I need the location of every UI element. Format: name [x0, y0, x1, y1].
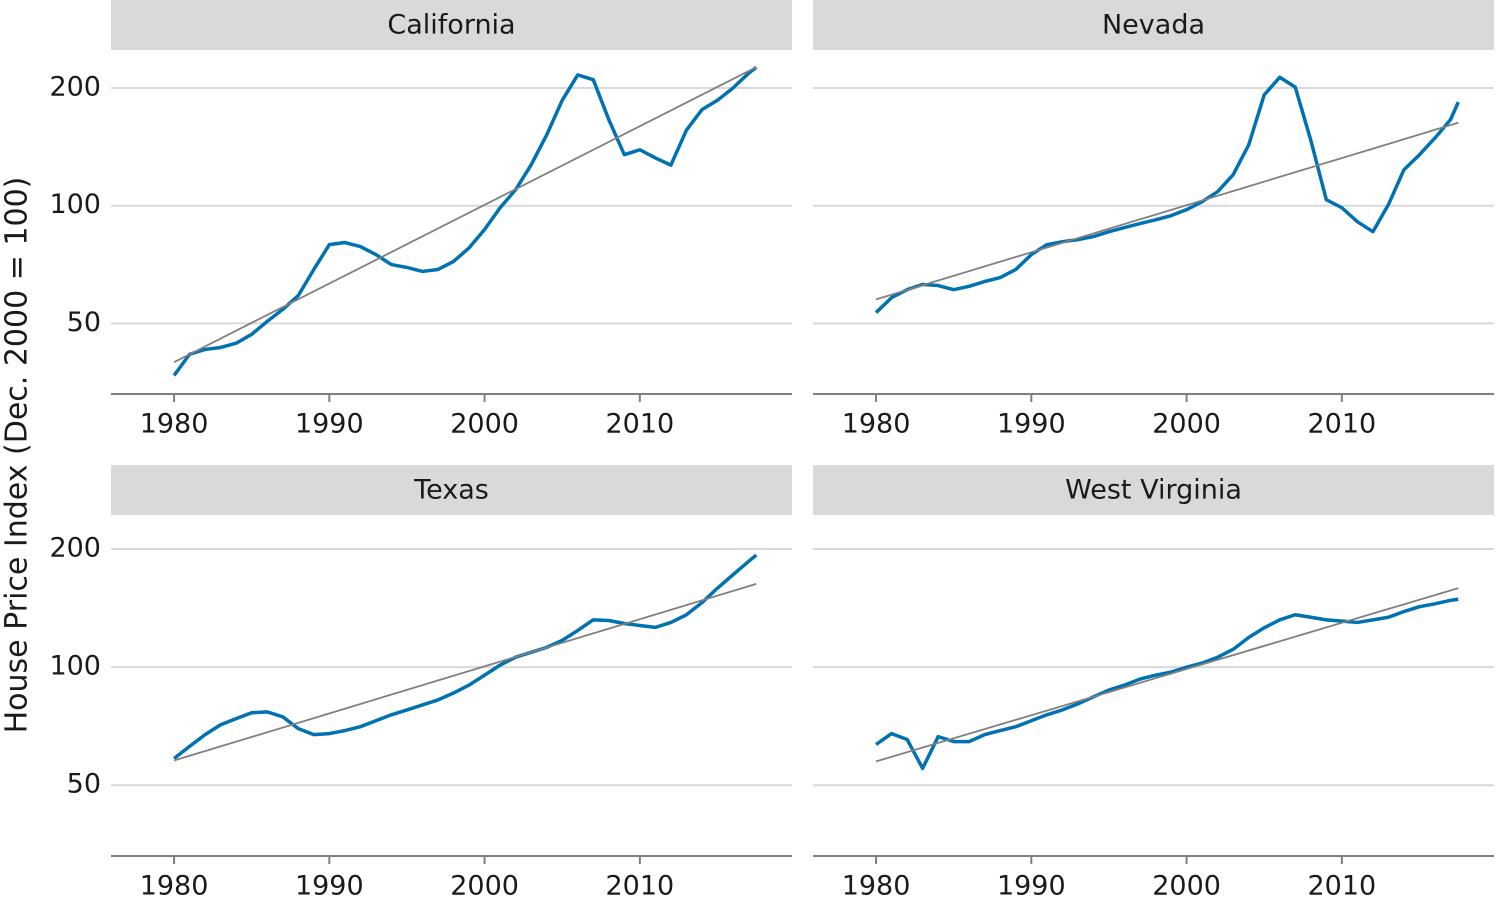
data-line — [172, 553, 758, 760]
y-tick-label: 50 — [67, 307, 101, 338]
facet-strip — [111, 465, 792, 515]
x-tick-label: 2000 — [1152, 871, 1221, 901]
x-tick-label: 2000 — [450, 409, 519, 440]
y-tick-label: 200 — [49, 533, 101, 564]
data-line — [172, 65, 758, 377]
facet-title: California — [387, 10, 515, 41]
x-tick-label: 1990 — [295, 409, 364, 440]
x-tick-label: 1990 — [997, 409, 1066, 440]
x-tick-label: 1990 — [997, 871, 1066, 901]
trend-line — [875, 121, 1459, 301]
y-tick-label: 100 — [49, 189, 101, 220]
facet-title: Texas — [413, 475, 489, 506]
x-tick-label: 1990 — [295, 871, 364, 901]
facet-strip — [813, 0, 1494, 50]
x-tick-label: 1980 — [140, 409, 209, 440]
x-tick-label: 1980 — [842, 871, 911, 901]
data-line — [875, 597, 1459, 771]
x-tick-label: 2000 — [450, 871, 519, 901]
x-tick-label: 2010 — [1307, 871, 1376, 901]
facet-strip — [813, 465, 1494, 515]
facet-title: West Virginia — [1065, 475, 1242, 506]
x-tick-label: 1980 — [140, 871, 209, 901]
facet-title: Nevada — [1102, 10, 1205, 41]
x-tick-label: 2010 — [605, 871, 674, 901]
y-axis-label: House Price Index (Dec. 2000 = 100) — [0, 177, 35, 734]
x-tick-label: 2010 — [1307, 409, 1376, 440]
trend-line — [875, 587, 1459, 763]
trend-line — [173, 66, 757, 363]
y-tick-label: 100 — [49, 651, 101, 682]
x-tick-label: 2010 — [605, 409, 674, 440]
x-tick-label: 1980 — [842, 409, 911, 440]
y-tick-label: 50 — [67, 769, 101, 800]
y-tick-label: 200 — [49, 71, 101, 102]
trend-line — [173, 583, 757, 762]
x-tick-label: 2000 — [1152, 409, 1221, 440]
data-line — [874, 75, 1460, 314]
facet-strip — [111, 0, 792, 50]
